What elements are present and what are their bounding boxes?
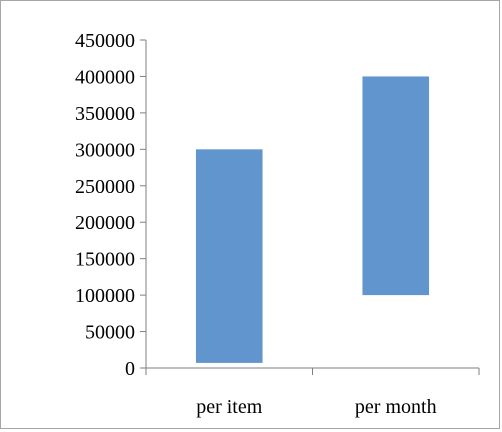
x-tick-label: per month — [355, 396, 437, 418]
y-tick-label: 100000 — [75, 285, 135, 307]
bar-per-month — [362, 76, 430, 296]
y-tick-label: 200000 — [75, 212, 135, 234]
x-tick-label: per item — [196, 396, 263, 418]
bar-per-item — [195, 149, 263, 363]
y-tick-label: 250000 — [75, 176, 135, 198]
y-tick-label: 150000 — [75, 249, 135, 271]
y-tick-label: 350000 — [75, 103, 135, 125]
y-tick-label: 450000 — [75, 30, 135, 52]
y-tick-label: 0 — [125, 358, 135, 380]
x-axis-ticks: per item per month — [145, 368, 480, 418]
y-tick-label: 50000 — [85, 322, 135, 344]
bars — [195, 76, 430, 363]
y-axis-ticks: 0 50000 100000 150000 200000 250000 300000 3500… — [75, 30, 146, 380]
y-tick-label: 400000 — [75, 66, 135, 88]
y-tick-label: 300000 — [75, 139, 135, 161]
